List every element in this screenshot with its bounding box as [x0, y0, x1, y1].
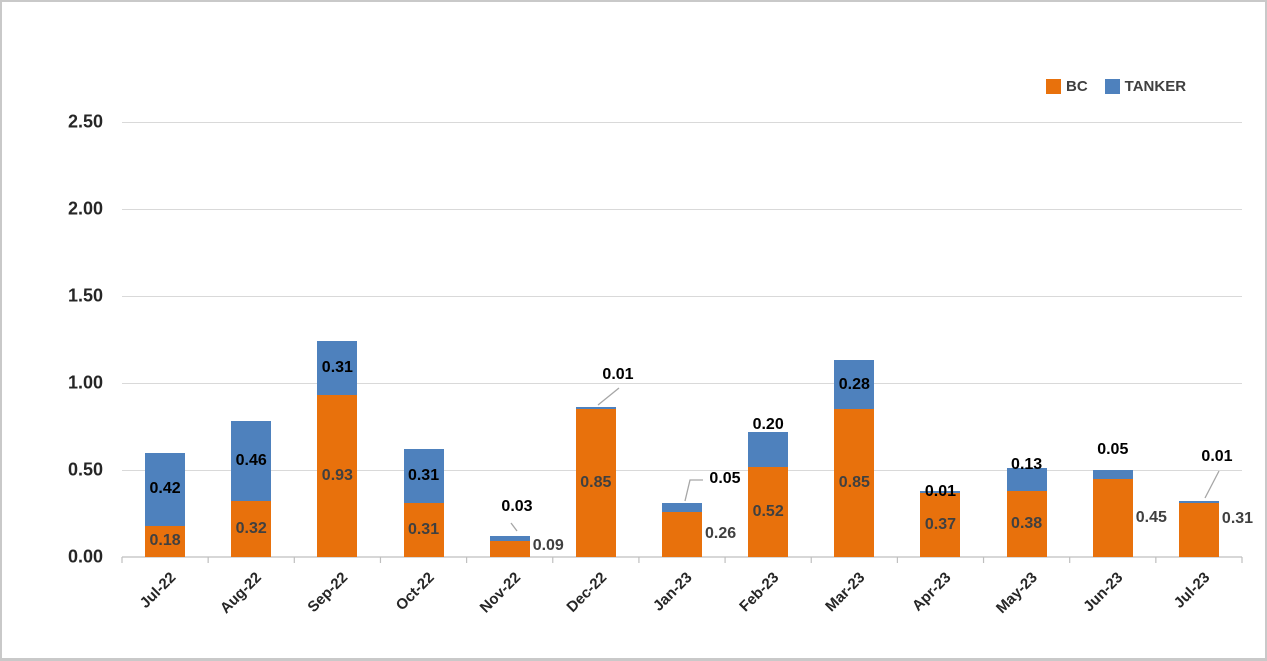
bar-segment-bc	[403, 503, 444, 557]
bar-segment-tanker	[920, 490, 961, 493]
data-label-bc: 0.26	[705, 525, 737, 543]
chart-legend: BC TANKER	[1046, 78, 1186, 95]
data-label-bc: 0.93	[321, 467, 353, 485]
bar-segment-bc	[748, 466, 789, 557]
legend-swatch-bc	[1046, 79, 1061, 94]
bar-segment-tanker	[231, 421, 272, 502]
x-axis-label: Sep-22	[304, 569, 352, 616]
data-label-tanker: 0.28	[838, 375, 870, 393]
bar-segment-tanker	[403, 449, 444, 504]
bar-segment-tanker	[748, 431, 789, 467]
data-label-bc: 0.52	[752, 502, 784, 520]
x-axis-label: Jun-23	[1080, 569, 1127, 616]
legend-swatch-tanker	[1104, 79, 1120, 94]
legend-item-tanker: TANKER	[1104, 78, 1187, 95]
x-axis-label: Mar-23	[822, 569, 869, 616]
x-axis-label: Nov-22	[476, 569, 524, 617]
data-label-bc: 0.45	[1135, 508, 1167, 526]
y-axis-label: 2.50	[67, 111, 103, 132]
bar-segment-bc	[834, 409, 875, 557]
data-label-tanker: 0.03	[501, 498, 533, 515]
x-axis-label: May-23	[992, 569, 1041, 617]
y-axis-label: 2.00	[67, 198, 103, 219]
bar-segment-tanker	[317, 341, 358, 396]
x-axis-label: Apr-23	[908, 569, 955, 615]
data-label-tanker: 0.46	[235, 452, 267, 470]
x-axis-label: Dec-22	[563, 569, 610, 616]
bar-segment-bc	[662, 511, 702, 557]
y-axis-label: 0.00	[67, 546, 103, 567]
legend-label-bc: BC	[1066, 78, 1088, 95]
legend-label-tanker: TANKER	[1124, 78, 1187, 95]
x-axis-label: Jul-22	[136, 569, 180, 612]
data-label-tanker: 0.31	[407, 467, 440, 485]
data-label-bc: 0.31	[1221, 510, 1254, 528]
data-label-bc: 0.31	[407, 521, 440, 539]
legend-item-bc: BC	[1046, 78, 1088, 95]
data-label-tanker: 0.31	[321, 359, 353, 377]
bar-segment-tanker	[489, 536, 530, 542]
y-axis-label: 0.50	[67, 459, 103, 480]
data-label-tanker: 0.01	[602, 366, 634, 383]
x-axis-label: Aug-22	[217, 569, 266, 617]
bar-segment-tanker	[1092, 470, 1133, 479]
bar-segment-bc	[1178, 503, 1219, 557]
label-leader-line	[1204, 470, 1220, 499]
data-label-tanker: 0.42	[149, 480, 181, 498]
x-axis-label: Jul-23	[1170, 569, 1213, 612]
x-axis-label: Jan-23	[650, 569, 697, 615]
bar-segment-bc	[1092, 478, 1133, 557]
bar-segment-bc	[575, 409, 616, 557]
gridline	[122, 470, 1242, 471]
gridline	[122, 209, 1242, 210]
data-label-bc: 0.85	[838, 474, 870, 492]
data-label-bc: 0.85	[580, 474, 612, 492]
label-leader-line	[684, 479, 703, 502]
gridline	[122, 296, 1242, 297]
bar-segment-tanker	[1178, 501, 1219, 504]
data-label-tanker: 0.05	[709, 470, 741, 487]
label-leader-line	[510, 522, 518, 532]
data-label-bc: 0.38	[1011, 514, 1043, 532]
bar-segment-tanker	[145, 452, 186, 526]
data-label-tanker: 0.13	[1011, 456, 1043, 474]
bar-segment-bc	[489, 541, 530, 557]
data-label-tanker: 0.20	[752, 415, 784, 433]
gridline	[122, 122, 1242, 123]
x-axis-label: Oct-22	[392, 569, 438, 615]
y-axis-label: 1.00	[67, 372, 103, 393]
data-label-tanker: 0.01	[1201, 448, 1233, 465]
x-axis-label: Feb-23	[735, 569, 783, 616]
y-axis-label: 1.50	[67, 285, 103, 306]
data-label-bc: 0.37	[924, 515, 957, 533]
bar-segment-bc	[317, 395, 358, 557]
data-label-tanker: 0.01	[924, 482, 957, 500]
label-leader-line	[597, 387, 620, 406]
bar-segment-tanker	[575, 407, 616, 410]
gridline	[122, 383, 1242, 384]
bar-segment-tanker	[1006, 468, 1047, 491]
data-label-bc: 0.09	[532, 537, 564, 555]
bar-segment-tanker	[662, 503, 702, 512]
bar-segment-bc	[231, 501, 272, 557]
bar-segment-bc	[920, 492, 961, 557]
bar-segment-bc	[1006, 490, 1047, 557]
bar-segment-tanker	[834, 360, 875, 410]
bar-segment-bc	[145, 525, 186, 557]
data-label-bc: 0.18	[149, 532, 181, 550]
data-label-tanker: 0.05	[1097, 441, 1129, 458]
data-label-bc: 0.32	[235, 520, 267, 538]
